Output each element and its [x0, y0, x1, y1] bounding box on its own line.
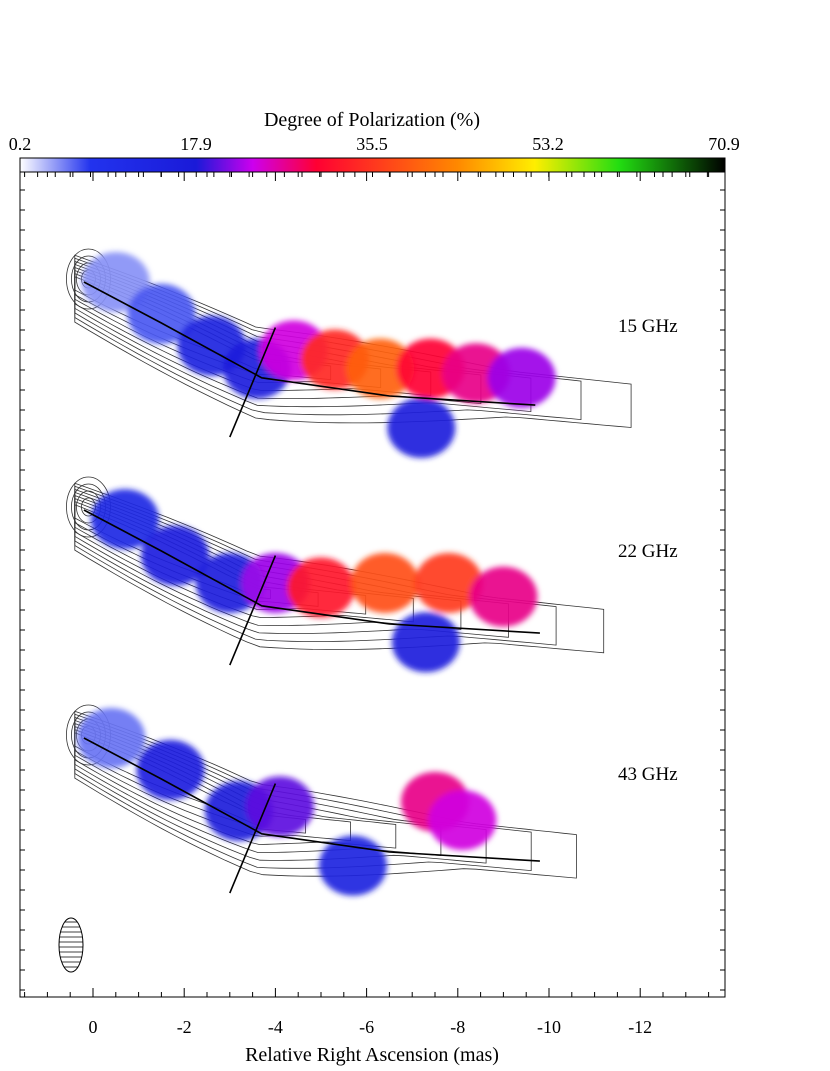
- polarization-blob: [287, 557, 355, 618]
- plot-frame: [19, 171, 726, 998]
- panel-label-15ghz: 15 GHz: [618, 316, 678, 337]
- beam-ellipse: [58, 917, 84, 973]
- polarization-blob: [81, 252, 150, 312]
- intensity-contour: [74, 488, 509, 638]
- ridge-line: [83, 509, 540, 634]
- polarization-blob: [90, 489, 159, 550]
- jet-ridge-lines: [83, 281, 540, 894]
- colorbar-tick-label: 70.9: [708, 134, 740, 154]
- intensity-contour: [74, 485, 557, 646]
- transverse-marker: [229, 555, 277, 666]
- polarization-blob: [414, 552, 483, 613]
- polarization-blob: [318, 835, 387, 896]
- polarization-blob: [487, 347, 556, 408]
- intensity-contour: [74, 716, 487, 864]
- colorbar-tick-label: 17.9: [180, 134, 212, 154]
- x-tick-label: -10: [537, 1017, 561, 1037]
- x-tick-label: -4: [268, 1017, 283, 1037]
- polarization-blob: [428, 790, 497, 851]
- colorbar-tick-label: 0.2: [9, 134, 32, 154]
- intensity-contour: [74, 254, 632, 428]
- intensity-contour: [74, 257, 582, 421]
- polarization-blob: [141, 525, 210, 586]
- x-axis-label: Relative Right Ascension (mas): [245, 1044, 499, 1066]
- x-tick-label: -2: [177, 1017, 192, 1037]
- x-tick-label: -6: [359, 1017, 374, 1037]
- colorbar: [19, 157, 726, 173]
- intensity-contour: [74, 710, 577, 879]
- transverse-marker: [229, 783, 277, 894]
- panel-label-43ghz: 43 GHz: [618, 764, 678, 785]
- polarization-blob: [469, 566, 538, 627]
- colorbar-title: Degree of Polarization (%): [264, 109, 480, 131]
- x-tick-labels: 0 -2 -4 -6 -8 -10 -12: [89, 1017, 653, 1037]
- polarization-blob: [245, 776, 314, 837]
- colorbar-tick-label: 53.2: [532, 134, 564, 154]
- x-tick-label: -12: [628, 1017, 652, 1037]
- x-tick-label: 0: [89, 1017, 98, 1037]
- polarization-blob: [127, 283, 196, 344]
- polarization-blob: [77, 708, 146, 768]
- colorbar-tick-labels: 0.2 17.9 35.5 53.2 70.9: [9, 134, 740, 154]
- polarization-map: [77, 252, 556, 896]
- colorbar-minor-ticks: [19, 172, 726, 177]
- polarization-blob: [136, 739, 205, 800]
- intensity-contour: [74, 713, 532, 872]
- polarization-blob: [346, 338, 415, 399]
- plot-area: [58, 248, 632, 973]
- ridge-line: [83, 281, 536, 406]
- ridge-line: [83, 737, 540, 862]
- panel-label-22ghz: 22 GHz: [618, 541, 678, 562]
- polarization-blob: [391, 612, 460, 673]
- polarization-blob: [350, 552, 419, 613]
- polarization-blob: [387, 397, 456, 458]
- x-tick-label: -8: [450, 1017, 465, 1037]
- colorbar-tick-label: 35.5: [356, 134, 388, 154]
- transverse-marker: [229, 327, 277, 438]
- intensity-contour: [74, 482, 605, 654]
- axis-ticks: [20, 172, 725, 997]
